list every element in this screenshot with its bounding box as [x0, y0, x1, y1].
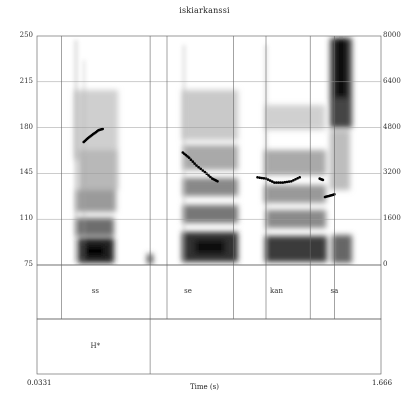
left-tick-label: 145: [19, 168, 33, 177]
segment-label: sa: [330, 287, 339, 295]
pitch-point: [199, 167, 202, 171]
left-tick-label: 215: [19, 76, 33, 85]
pitch-point: [203, 170, 207, 174]
segment-label: kan: [270, 287, 283, 295]
pitch-point: [101, 127, 104, 131]
x-axis-title: Time (s): [190, 383, 219, 391]
right-tick-label: 4800: [383, 122, 401, 131]
pitch-point: [209, 175, 212, 179]
pitch-contours: [82, 127, 336, 199]
pitch-point: [262, 177, 266, 180]
pitch-point: [195, 164, 198, 167]
pitch-point: [273, 181, 276, 184]
pitch-point: [294, 178, 297, 181]
left-tick-label: 75: [24, 260, 33, 268]
right-tick-label: 0: [383, 260, 388, 268]
pitch-point: [260, 176, 264, 180]
pitch-point: [292, 179, 295, 182]
pitch-point: [207, 174, 210, 177]
spectrogram-energy: [74, 38, 352, 264]
pitch-point: [296, 177, 299, 180]
pitch-point: [290, 180, 293, 183]
tone-label: H*: [90, 342, 101, 350]
pitch-point: [275, 181, 278, 184]
pitch-point: [197, 165, 200, 169]
pitch-point: [268, 179, 272, 182]
right-tick-label: 6400: [383, 76, 401, 85]
pitch-point: [283, 180, 287, 184]
pitch-point: [256, 176, 259, 179]
chart-title: iskiarkanssi: [179, 6, 230, 15]
pitch-point: [279, 181, 283, 184]
pitch-point: [271, 180, 274, 183]
pitch-point: [287, 180, 291, 183]
pitch-point: [187, 156, 191, 159]
segment-label: ss: [91, 287, 99, 295]
pitch-point: [298, 176, 302, 179]
pitch-point: [258, 176, 262, 179]
right-tick-label: 1600: [383, 214, 401, 223]
right-tick-label: 8000: [383, 31, 401, 39]
right-tick-label: 3200: [383, 168, 401, 177]
left-tick-label: 110: [19, 214, 33, 223]
pitch-point: [205, 172, 208, 175]
segment-label: se: [184, 287, 192, 295]
x-end-label: 1.666: [372, 379, 393, 387]
pitch-point: [201, 169, 205, 172]
pitch-point: [277, 181, 280, 184]
pitch-point: [193, 162, 196, 165]
grid-lines: [37, 81, 381, 220]
pitch-point: [285, 180, 289, 184]
pitch-point: [266, 178, 270, 181]
pitch-point: [189, 158, 193, 161]
left-tick-label: 250: [19, 31, 33, 39]
tier-boundaries: [61, 36, 335, 374]
pitch-point: [216, 180, 219, 183]
pitch-point: [281, 181, 285, 184]
pitch-point: [191, 160, 195, 163]
pitch-point: [321, 178, 325, 182]
x-start-label: 0.0331: [27, 379, 52, 387]
annotation-tiers: [36, 264, 382, 375]
left-tick-label: 180: [19, 122, 33, 131]
